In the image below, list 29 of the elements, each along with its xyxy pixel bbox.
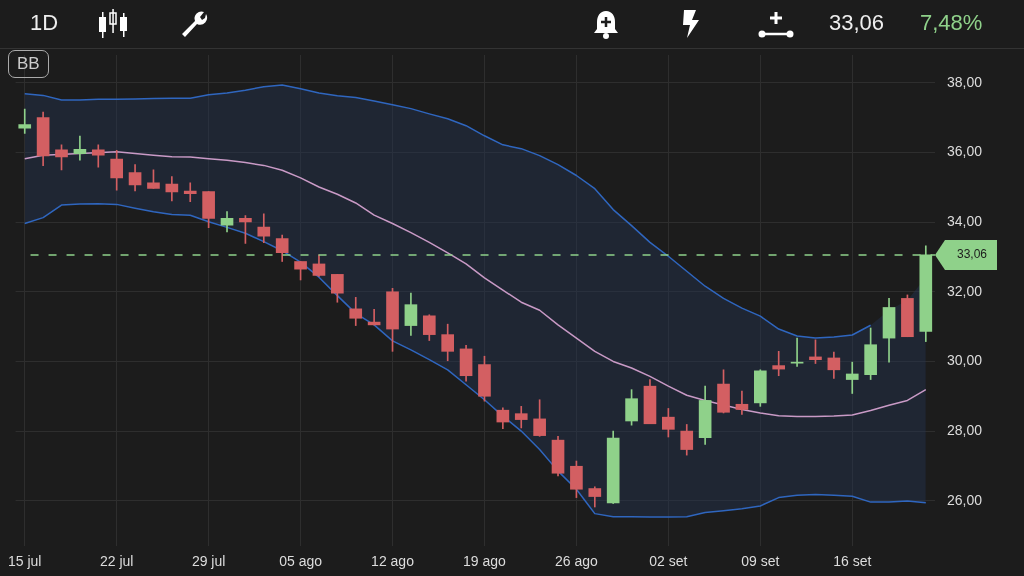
x-tick-label: 02 set [649, 553, 688, 570]
y-tick-label: 38,00 [947, 73, 983, 90]
text: 33,06 [829, 10, 885, 36]
candlestick [772, 351, 786, 377]
x-tick-label: 19 ago [463, 553, 507, 570]
x-tick-label: 05 ago [279, 553, 323, 570]
ref-line-label: 33,06 [956, 247, 988, 262]
x-tick-label: 12 ago [371, 553, 415, 570]
y-tick-label: 34,00 [947, 213, 983, 230]
x-tick-label: 09 set [741, 553, 780, 570]
x-tick-label: 16 set [833, 553, 872, 570]
x-tick-label: 26 ago [555, 553, 599, 570]
y-tick-label: 32,00 [947, 282, 983, 299]
candlestick [18, 108, 32, 134]
candlestick [73, 135, 87, 161]
candlestick [183, 182, 197, 202]
y-tick-label: 30,00 [947, 352, 983, 369]
candlestick [735, 390, 749, 415]
text: 7,48% [920, 10, 983, 36]
candlestick [790, 337, 804, 367]
y-tick-label: 26,00 [947, 491, 983, 508]
y-tick-label: 28,00 [947, 421, 983, 438]
text: 1D [30, 10, 59, 36]
x-tick-label: 15 jul [8, 553, 42, 570]
x-tick-label: 29 jul [191, 553, 226, 570]
annotation: BB [8, 50, 49, 78]
candlestick [845, 361, 859, 394]
x-tick-label: 22 jul [99, 553, 134, 570]
y-tick-label: 36,00 [947, 143, 983, 160]
